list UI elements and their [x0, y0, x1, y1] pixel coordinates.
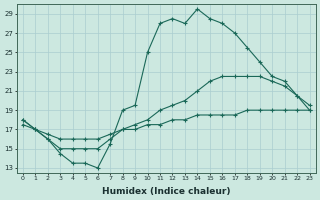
X-axis label: Humidex (Indice chaleur): Humidex (Indice chaleur): [102, 187, 230, 196]
